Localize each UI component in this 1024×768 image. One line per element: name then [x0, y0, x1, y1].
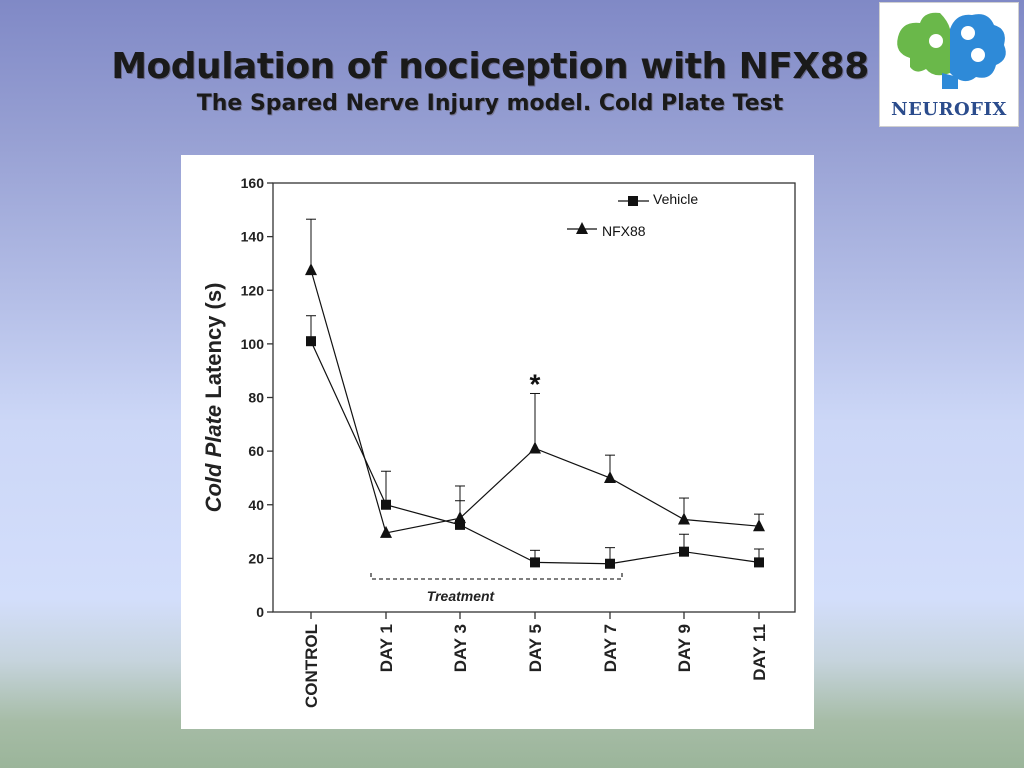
series-nfx88 — [305, 218, 765, 538]
y-axis-label: Cold Plate Latency (s) — [201, 283, 226, 513]
data-point — [678, 512, 690, 525]
data-point — [381, 499, 391, 510]
treatment-label: Treatment — [427, 588, 496, 604]
brain-puzzle-icon — [897, 12, 1006, 89]
legend: Vehicle NFX88 — [567, 190, 786, 239]
x-tick-label: DAY 9 — [675, 624, 694, 672]
x-tick-label: DAY 1 — [377, 624, 396, 672]
data-point — [305, 263, 317, 276]
y-tick-label: 120 — [241, 282, 265, 298]
data-point — [380, 525, 392, 538]
y-axis-label-italic: Cold Plate — [201, 405, 226, 513]
logo-text: NEUROFIX — [891, 99, 1007, 120]
y-tick-label: 40 — [248, 497, 264, 513]
treatment-bracket — [370, 573, 623, 580]
data-point — [754, 557, 764, 568]
slide-title-block: Modulation of nociception with NFX88 The… — [100, 46, 880, 116]
legend-label-nfx88: NFX88 — [602, 223, 646, 239]
x-tick-label: CONTROL — [302, 624, 321, 708]
legend-marker-vehicle — [628, 196, 638, 206]
x-tick-label: DAY 7 — [601, 624, 620, 672]
y-tick-label: 20 — [248, 550, 264, 566]
slide-subtitle: The Spared Nerve Injury model. Cold Plat… — [196, 91, 784, 116]
legend-bg-vehicle — [651, 190, 786, 216]
y-tick-label: 160 — [241, 175, 265, 191]
y-tick-label: 60 — [248, 443, 264, 459]
y-tick-label: 80 — [248, 390, 264, 406]
line-chart: 0 20 40 60 80 100 120 140 160 Cold Plate Latency … — [201, 175, 796, 708]
data-point — [604, 470, 616, 483]
legend-marker-nfx88 — [576, 222, 588, 234]
significance-star: * — [530, 368, 541, 399]
y-tick-label: 140 — [241, 229, 265, 245]
x-tick-label: DAY 5 — [526, 624, 545, 672]
x-tick-label: DAY 3 — [451, 624, 470, 672]
data-point — [529, 441, 541, 454]
data-point — [306, 336, 316, 347]
chart-panel: 0 20 40 60 80 100 120 140 160 Cold Plate Latency … — [181, 155, 814, 729]
slide-title: Modulation of nociception with NFX88 — [111, 46, 869, 87]
data-point — [605, 558, 615, 569]
data-point — [530, 557, 540, 568]
x-tick-label: DAY 11 — [750, 624, 769, 681]
data-point — [753, 519, 765, 532]
neurofix-logo: NEUROFIX — [879, 2, 1019, 127]
y-tick-label: 100 — [241, 336, 265, 352]
data-point — [679, 546, 689, 557]
legend-label-vehicle: Vehicle — [653, 191, 698, 207]
data-point — [455, 519, 465, 530]
data-point — [454, 511, 466, 524]
y-axis-label-rest: Latency (s) — [201, 283, 226, 405]
y-tick-label: 0 — [256, 604, 264, 620]
